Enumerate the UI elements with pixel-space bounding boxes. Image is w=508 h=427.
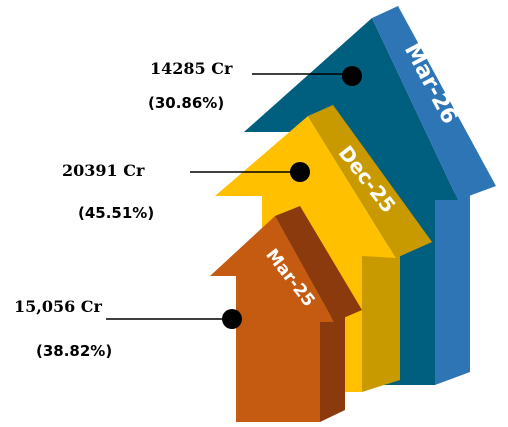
arrow-top [308, 105, 432, 258]
share-label: (45.51%) [78, 204, 154, 222]
value-label: 15,056 Cr [14, 297, 103, 316]
arrow-side [435, 188, 470, 385]
leader-dot [222, 309, 242, 329]
share-label: (38.82%) [36, 342, 112, 360]
arrow-top [275, 206, 362, 322]
arrow-front [210, 216, 334, 422]
arrow-side [320, 312, 345, 422]
share-label: (30.86%) [148, 94, 224, 112]
leader-dot [290, 162, 310, 182]
value-label: 14285 Cr [150, 59, 233, 78]
arrow-side [362, 242, 400, 392]
arrow-mar-25: Mar-25 [210, 206, 362, 422]
value-label: 20391 Cr [62, 161, 145, 180]
arrow-top [372, 6, 496, 200]
leader-dot [342, 66, 362, 86]
